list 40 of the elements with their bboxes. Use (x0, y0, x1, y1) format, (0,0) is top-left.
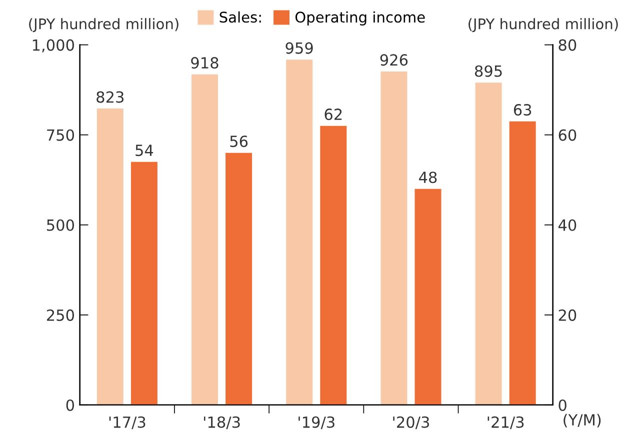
bar (192, 74, 218, 405)
y-tick-label: 1,000 (32, 39, 74, 52)
y-axis-title: (JPY hundred million) (29, 18, 178, 32)
bar (380, 71, 408, 405)
data-label: 54 (136, 144, 154, 156)
y2-tick-label: 80 (558, 39, 576, 51)
data-label: 926 (380, 54, 408, 66)
y-tick-label: 0 (66, 399, 74, 412)
data-label: 62 (324, 108, 342, 120)
y2-tick-label: 20 (558, 309, 576, 321)
bar (96, 108, 124, 405)
data-label: 48 (419, 172, 437, 184)
data-label: 895 (474, 65, 502, 77)
data-label: 63 (514, 104, 532, 116)
bar (475, 82, 502, 405)
bar (509, 121, 536, 405)
bar (130, 162, 158, 405)
x-tick-label: '19/3 (298, 416, 334, 430)
x-tick-label: '21/3 (488, 416, 524, 430)
x-tick-label: '18/3 (204, 416, 240, 430)
y2-tick-label: 0 (558, 399, 566, 412)
y2-tick-label: 40 (558, 219, 576, 231)
y2-tick-label: 60 (558, 129, 576, 141)
y-tick-label: 500 (47, 219, 74, 231)
data-label: 823 (96, 91, 124, 103)
y-tick-label: 250 (46, 309, 74, 321)
bar (320, 126, 347, 405)
bar (286, 60, 313, 405)
data-label: 56 (230, 136, 248, 148)
legend-label: Operating income (295, 11, 425, 26)
y-tick-label: 750 (47, 129, 74, 141)
data-label: 959 (286, 42, 313, 54)
bar (414, 188, 442, 405)
y2-axis-title: (JPY hundred million) (468, 18, 618, 32)
legend-label: Sales: (220, 11, 261, 23)
x-axis-title: (Y/M) (564, 414, 601, 428)
x-tick-label: '20/3 (393, 416, 429, 430)
bar (226, 152, 252, 405)
data-label: 918 (191, 57, 218, 69)
x-tick-label: '17/3 (109, 416, 146, 430)
